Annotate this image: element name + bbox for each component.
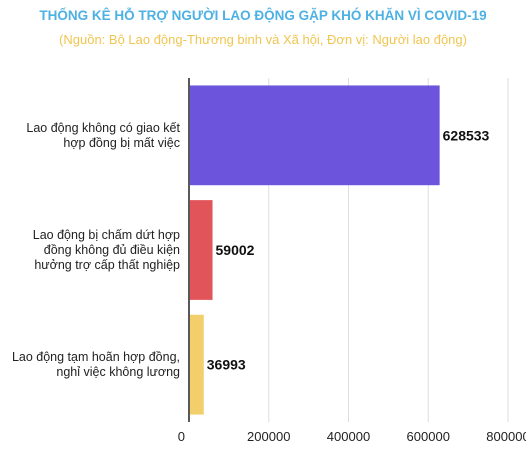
x-tick-label: 600000 <box>407 429 450 444</box>
bars <box>190 85 440 415</box>
category-label-line: Lao động tạm hoãn hợp đồng, <box>12 350 180 364</box>
category-label: Lao động không có giao kết hợp đồng bị mấ… <box>26 121 180 150</box>
x-tick-label: 0 <box>178 429 185 444</box>
bar <box>190 85 440 186</box>
category-label-line: hưởng trợ cấp thất nghiệp <box>34 258 180 272</box>
chart-title: THỐNG KÊ HỖ TRỢ NGƯỜI LAO ĐỘNG GẶP KHÓ K… <box>39 8 487 23</box>
category-label-line: Lao động bị chấm dứt hợp <box>33 228 180 242</box>
labels: 0 200000 400000 600000 800000 628533 Lao động … <box>12 121 526 444</box>
data-label: 59002 <box>216 242 255 258</box>
chart-subtitle: (Nguồn: Bộ Lao động-Thương binh và Xã hộ… <box>59 32 467 47</box>
data-label: 36993 <box>207 357 246 373</box>
x-tick-label: 800000 <box>486 429 526 444</box>
category-label-line: Lao động không có giao kết <box>26 121 180 135</box>
data-label: 628533 <box>443 127 490 143</box>
category-label-line: đồng không đủ điều kiện <box>44 243 180 257</box>
bar <box>190 314 204 415</box>
x-tick-label: 200000 <box>247 429 290 444</box>
category-label: Lao động tạm hoãn hợp đồng, nghỉ việc khô… <box>12 350 180 379</box>
bar <box>190 200 213 300</box>
category-label-line: nghỉ việc không lương <box>56 365 180 379</box>
category-label: Lao động bị chấm dứt hợp đồng không đủ đi… <box>33 228 180 272</box>
x-tick-label: 400000 <box>327 429 370 444</box>
category-label-line: hợp đồng bị mất việc <box>63 136 180 150</box>
